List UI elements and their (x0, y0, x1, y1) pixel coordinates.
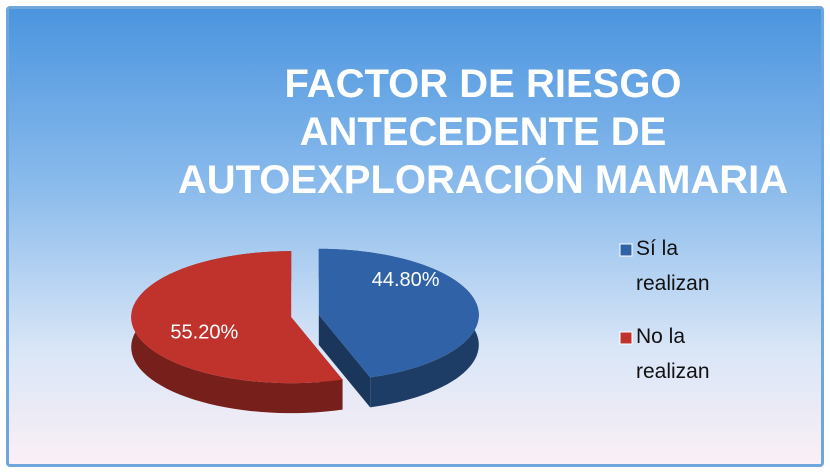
legend-label: Sí la realizan (636, 237, 710, 295)
pie-slice (131, 251, 343, 384)
chart-title: ANTECEDENTE DE (300, 110, 667, 154)
legend-swatch (619, 331, 633, 345)
chart-title: FACTOR DE RIESGO (284, 62, 681, 106)
data-label: 44.80% (372, 269, 440, 291)
chart-title: AUTOEXPLORACIÓN MAMARIA (178, 156, 788, 202)
slice-cut (318, 314, 371, 408)
legend-label: No la realizan (636, 325, 710, 383)
legend-swatch (619, 243, 633, 257)
pie-slice (318, 248, 479, 378)
data-label: 55.20% (170, 321, 238, 343)
